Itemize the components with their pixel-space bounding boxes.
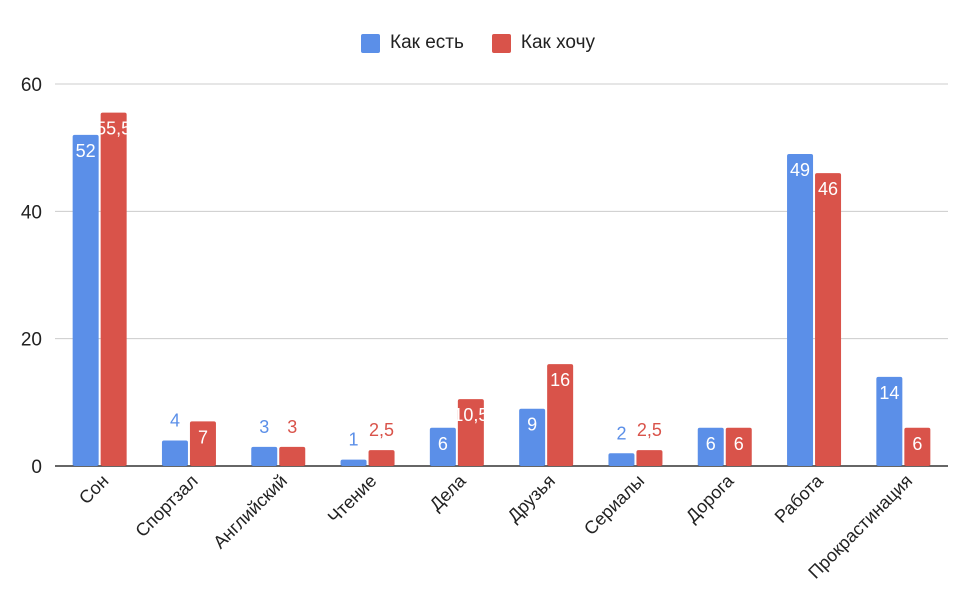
bar-1-5 [519, 408, 546, 466]
bar-2-0 [100, 112, 127, 467]
data-label: 2,5 [637, 420, 662, 440]
bar-1-3 [340, 459, 367, 466]
bar-2-1 [189, 421, 216, 466]
legend-label-series-1: Как есть [390, 32, 464, 53]
bar-2-8 [815, 173, 842, 466]
data-label: 16 [550, 370, 570, 390]
data-label: 3 [287, 417, 297, 437]
data-label: 2 [616, 423, 626, 443]
x-tick-label: Работа [771, 470, 828, 527]
bar-1-7 [697, 427, 724, 466]
data-label: 6 [734, 434, 744, 454]
bar-2-6 [636, 450, 663, 466]
legend-swatch-series-1 [361, 33, 381, 53]
data-label: 10,5 [453, 405, 488, 425]
data-label: 6 [912, 434, 922, 454]
bar-2-7 [725, 427, 752, 466]
data-label: 14 [879, 383, 899, 403]
x-tick-label: Чтение [324, 471, 381, 528]
bar-1-0 [72, 134, 99, 466]
x-tick-label: Дела [426, 470, 471, 515]
x-tick-label: Английский [209, 471, 291, 553]
x-tick-label: Дорога [682, 470, 738, 526]
x-tick-label: Спортзал [131, 471, 201, 541]
data-label: 49 [790, 160, 810, 180]
chart-legend: Как есть Как хочу [0, 32, 956, 54]
x-tick-label: Друзья [504, 471, 559, 526]
x-tick-label: Сон [75, 471, 112, 508]
data-label: 9 [527, 415, 537, 435]
bar-1-1 [161, 440, 188, 466]
x-tick-label: Сериалы [580, 471, 648, 539]
data-label: 4 [170, 411, 180, 431]
data-label: 2,5 [369, 420, 394, 440]
data-label: 1 [349, 430, 359, 450]
y-tick-label: 60 [21, 75, 42, 96]
data-label: 52 [76, 141, 96, 161]
y-tick-label: 40 [21, 202, 42, 223]
bar-1-2 [251, 446, 278, 466]
bar-2-4 [457, 399, 484, 466]
legend-swatch-series-2 [491, 33, 511, 53]
bar-1-8 [787, 154, 814, 467]
data-label: 7 [198, 427, 208, 447]
bar-2-3 [368, 450, 395, 466]
data-label: 6 [706, 434, 716, 454]
legend-item-series-2[interactable]: Как хочу [491, 32, 595, 54]
data-label: 6 [438, 434, 448, 454]
data-label: 46 [818, 179, 838, 199]
bar-1-9 [876, 376, 903, 466]
legend-item-series-1[interactable]: Как есть [361, 32, 464, 54]
data-label: 55,5 [96, 119, 131, 139]
legend-label-series-2: Как хочу [520, 32, 595, 53]
bar-2-9 [904, 427, 931, 466]
data-label: 3 [259, 417, 269, 437]
bar-2-2 [279, 446, 306, 466]
y-tick-label: 20 [21, 330, 42, 351]
bar-1-6 [608, 453, 635, 466]
bar-1-4 [429, 427, 456, 466]
y-tick-label: 0 [31, 457, 42, 478]
bar-2-5 [547, 364, 574, 466]
